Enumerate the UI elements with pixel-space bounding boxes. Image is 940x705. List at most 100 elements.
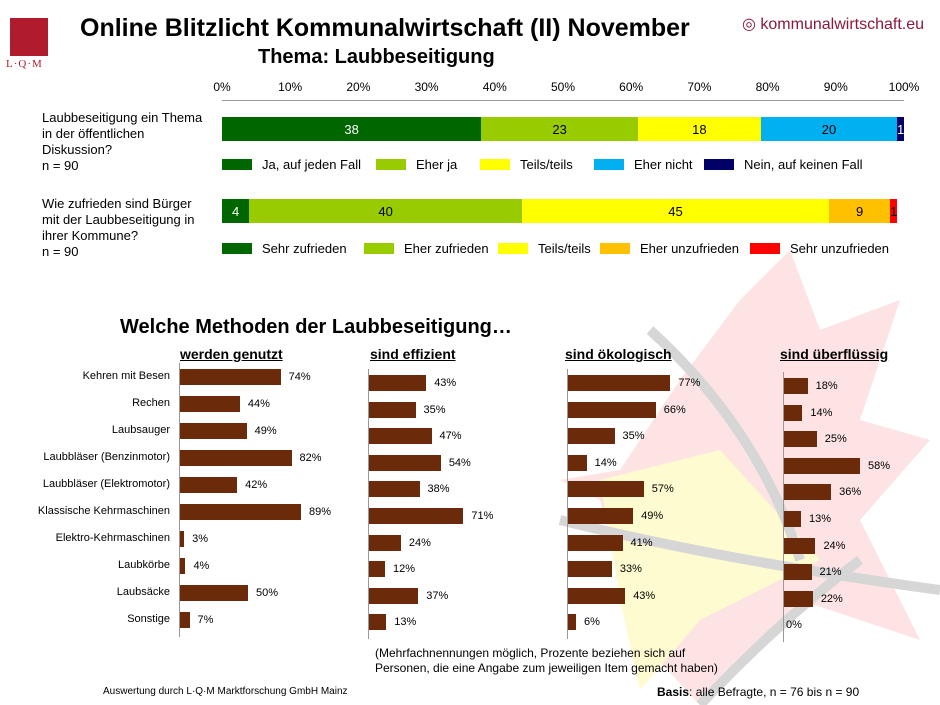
method-bar xyxy=(784,404,803,421)
brand-logo: ◎ kommunalwirtschaft.eu xyxy=(742,16,925,33)
legend-swatch xyxy=(364,243,394,254)
method-bar xyxy=(180,531,185,547)
column-axis xyxy=(567,369,568,639)
legend-item: Teils/teils xyxy=(498,241,591,256)
category-label: Sonstige xyxy=(127,613,170,625)
page-title: Online Blitzlicht Kommunalwirtschaft (II… xyxy=(80,14,690,42)
method-bar xyxy=(568,428,615,445)
legend-label: Eher zufrieden xyxy=(404,241,489,256)
segment-label: 9 xyxy=(856,203,864,219)
question-2-text: Wie zufrieden sind Bürger mit der Laubbe… xyxy=(42,196,195,243)
value-label: 37% xyxy=(426,589,449,602)
category-label: Laubbläser (Benzinmotor) xyxy=(43,451,170,463)
note-line-2: Personen, die eine Angabe zum jeweiligen… xyxy=(375,661,718,675)
value-label: 47% xyxy=(439,430,462,443)
segment-label: 18 xyxy=(692,121,707,137)
column-axis xyxy=(179,363,180,637)
legend-label: Nein, auf keinen Fall xyxy=(744,157,863,172)
category-label: Laubkörbe xyxy=(118,559,170,571)
value-label: 18% xyxy=(815,380,838,392)
segment-label: 23 xyxy=(552,121,567,137)
method-bar xyxy=(369,508,464,524)
note: (Mehrfachnennungen möglich, Prozente bez… xyxy=(375,646,718,676)
basis-note: Basis: alle Befragte, n = 76 bis n = 90 xyxy=(657,685,859,699)
method-bar xyxy=(369,587,419,604)
column-header: sind effizient xyxy=(370,346,456,362)
value-label: 4% xyxy=(193,560,210,572)
value-label: 0% xyxy=(786,619,802,632)
legend-swatch xyxy=(594,159,624,170)
value-label: 24% xyxy=(823,539,846,552)
question-1-text: Laubbeseitigung ein Thema in der öffentl… xyxy=(42,110,203,157)
axis-tick-label: 20% xyxy=(346,80,371,94)
segment-label: 20 xyxy=(821,121,837,137)
column-header: sind überflüssig xyxy=(780,346,889,362)
method-bar xyxy=(784,537,816,554)
method-bar xyxy=(568,375,671,391)
value-label: 82% xyxy=(299,452,322,464)
method-bar xyxy=(568,534,623,551)
value-label: 35% xyxy=(423,403,446,416)
value-label: 38% xyxy=(427,483,450,496)
bar-segment: 20 xyxy=(760,117,898,141)
value-label: 6% xyxy=(583,616,600,629)
value-label: 49% xyxy=(254,425,277,437)
question-2-n: n = 90 xyxy=(42,244,79,259)
value-label: 43% xyxy=(633,589,656,602)
legend-item: Eher nicht xyxy=(594,157,693,172)
bar-segment: 38 xyxy=(222,117,482,141)
value-label: 33% xyxy=(619,563,642,576)
method-bar xyxy=(784,564,812,581)
value-label: 71% xyxy=(471,510,494,522)
method-bar xyxy=(369,561,385,578)
column-header: werden genutzt xyxy=(180,346,283,362)
legend-item: Eher unzufrieden xyxy=(600,241,739,256)
axis-tick-label: 30% xyxy=(414,80,439,94)
segment-label: 1 xyxy=(890,203,898,219)
legend-label: Sehr unzufrieden xyxy=(790,241,890,256)
method-bar xyxy=(784,590,813,607)
legend-label: Eher nicht xyxy=(634,157,693,172)
value-label: 41% xyxy=(630,536,653,549)
question-1: Laubbeseitigung ein Thema in der öffentl… xyxy=(42,110,212,174)
axis-tick-label: 90% xyxy=(823,80,848,94)
x-axis-line xyxy=(222,100,904,101)
value-label: 58% xyxy=(867,459,890,472)
value-label: 22% xyxy=(820,592,843,605)
method-bar xyxy=(784,457,860,474)
segment-label: 40 xyxy=(378,203,393,219)
legend-swatch xyxy=(600,243,630,254)
lqm-logo xyxy=(10,18,48,56)
legend-item: Sehr zufrieden xyxy=(222,241,347,256)
method-bar xyxy=(180,585,248,601)
category-label: Laubsäcke xyxy=(116,586,170,598)
method-bar xyxy=(180,369,281,385)
bar-segment: 45 xyxy=(522,199,829,223)
legend-item: Ja, auf jeden Fall xyxy=(222,157,361,172)
value-label: 42% xyxy=(245,479,268,491)
segment-label: 45 xyxy=(668,203,683,219)
section-title: Welche Methoden der Laubbeseitigung… xyxy=(120,316,512,338)
legend-swatch xyxy=(376,159,406,170)
legend-swatch xyxy=(222,243,252,254)
value-label: 25% xyxy=(824,433,847,446)
legend-label: Teils/teils xyxy=(538,241,591,256)
value-label: 21% xyxy=(819,566,842,579)
value-label: 57% xyxy=(651,483,674,496)
method-bar xyxy=(369,534,401,551)
value-label: 14% xyxy=(810,406,833,419)
legend-label: Sehr zufrieden xyxy=(262,241,347,256)
method-bar xyxy=(568,481,644,498)
column-axis xyxy=(783,372,784,642)
method-bar xyxy=(369,614,387,631)
method-bar xyxy=(568,614,576,631)
method-bar xyxy=(180,558,186,574)
legend-item: Eher ja xyxy=(376,157,457,172)
axis-tick-label: 70% xyxy=(687,80,712,94)
legend-label: Ja, auf jeden Fall xyxy=(262,157,362,172)
method-bar xyxy=(180,612,190,628)
axis-tick-label: 0% xyxy=(213,80,231,94)
basis-label: Basis xyxy=(657,685,690,699)
basis-text: : alle Befragte, n = 76 bis n = 90 xyxy=(689,685,860,699)
axis-tick-label: 10% xyxy=(278,80,303,94)
